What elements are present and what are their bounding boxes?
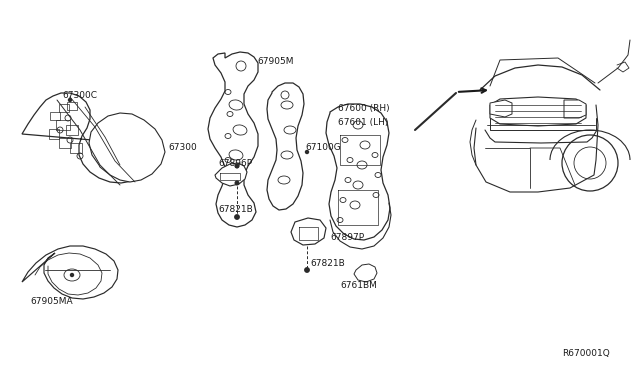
Circle shape [305,268,309,272]
Circle shape [236,181,239,185]
Text: 67897P: 67897P [330,234,364,243]
Text: 67905M: 67905M [257,58,294,67]
Text: 67896P: 67896P [218,158,252,167]
Bar [67,102,77,110]
Bar [49,129,59,139]
Bar [59,138,71,148]
Polygon shape [291,218,326,245]
Text: 67821B: 67821B [218,205,253,215]
Bar [50,112,60,120]
Text: 67821B: 67821B [310,260,345,269]
Circle shape [68,99,72,102]
Polygon shape [208,52,258,227]
Circle shape [236,164,239,167]
Bar [56,120,70,130]
Text: R670001Q: R670001Q [563,349,610,358]
Polygon shape [564,100,586,118]
Text: 67300: 67300 [168,144,196,153]
Polygon shape [89,113,165,182]
Text: 67300C: 67300C [62,90,97,99]
Bar [66,125,78,135]
Circle shape [70,273,74,276]
Text: 67600 (RH): 67600 (RH) [338,103,390,112]
Text: 67601 (LH): 67601 (LH) [338,118,388,126]
Text: 6761BM: 6761BM [340,280,377,289]
Bar [59,104,69,112]
Polygon shape [490,100,512,117]
Text: 67100G: 67100G [305,144,340,153]
Polygon shape [267,83,304,210]
Polygon shape [354,264,377,282]
Text: 67905MA: 67905MA [30,298,72,307]
Circle shape [305,151,308,154]
Polygon shape [490,97,586,126]
Circle shape [235,215,239,219]
Bar [70,143,82,153]
Polygon shape [326,104,390,240]
Circle shape [236,164,239,168]
Polygon shape [215,163,247,186]
Polygon shape [22,246,118,299]
Polygon shape [22,93,157,183]
